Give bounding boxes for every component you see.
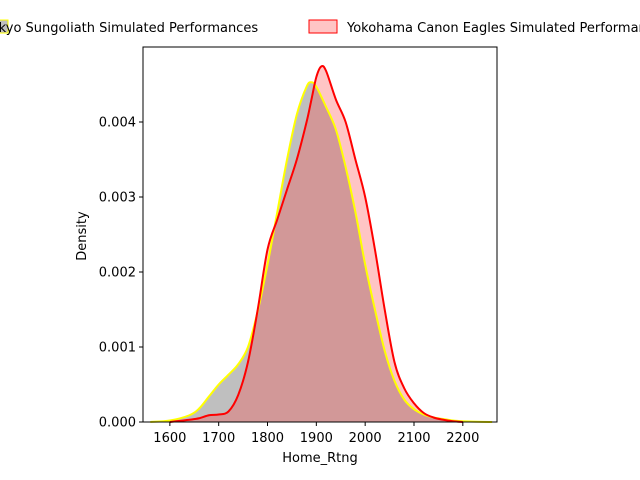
density-line-yokohama bbox=[169, 65, 463, 423]
y-tick-label: 0.000 bbox=[99, 416, 136, 431]
y-axis-label: Density bbox=[75, 211, 90, 261]
legend: Tokyo Sungoliath Simulated Performances … bbox=[0, 19, 640, 36]
x-axis-ticks: 1600 1700 1800 1900 2000 2100 2200 bbox=[153, 422, 479, 446]
plot-frame bbox=[142, 46, 498, 423]
legend-label-yokohama: Yokohama Canon Eagles Simulated Performa… bbox=[346, 21, 640, 36]
density-fill-tokyo bbox=[150, 82, 493, 423]
legend-swatch-tokyo bbox=[0, 19, 9, 34]
x-tick-label: 1900 bbox=[300, 431, 333, 446]
x-tick-label: 1600 bbox=[153, 431, 186, 446]
legend-label-tokyo: Tokyo Sungoliath Simulated Performances bbox=[0, 21, 258, 36]
y-tick-label: 0.004 bbox=[99, 116, 136, 131]
x-tick-label: 2000 bbox=[349, 431, 382, 446]
x-tick-label: 2200 bbox=[446, 431, 479, 446]
y-tick-label: 0.002 bbox=[99, 266, 136, 281]
x-tick-label: 1700 bbox=[202, 431, 235, 446]
y-tick-label: 0.003 bbox=[99, 191, 136, 206]
y-tick-label: 0.001 bbox=[99, 341, 136, 356]
legend-swatch-yokohama bbox=[308, 19, 338, 34]
density-fill-yokohama bbox=[169, 65, 463, 423]
x-axis-label: Home_Rtng bbox=[282, 451, 358, 466]
y-axis-ticks: 0.000 0.001 0.002 0.003 0.004 bbox=[99, 116, 143, 431]
series-layer bbox=[150, 65, 493, 423]
x-tick-label: 1800 bbox=[251, 431, 284, 446]
x-tick-label: 2100 bbox=[397, 431, 430, 446]
